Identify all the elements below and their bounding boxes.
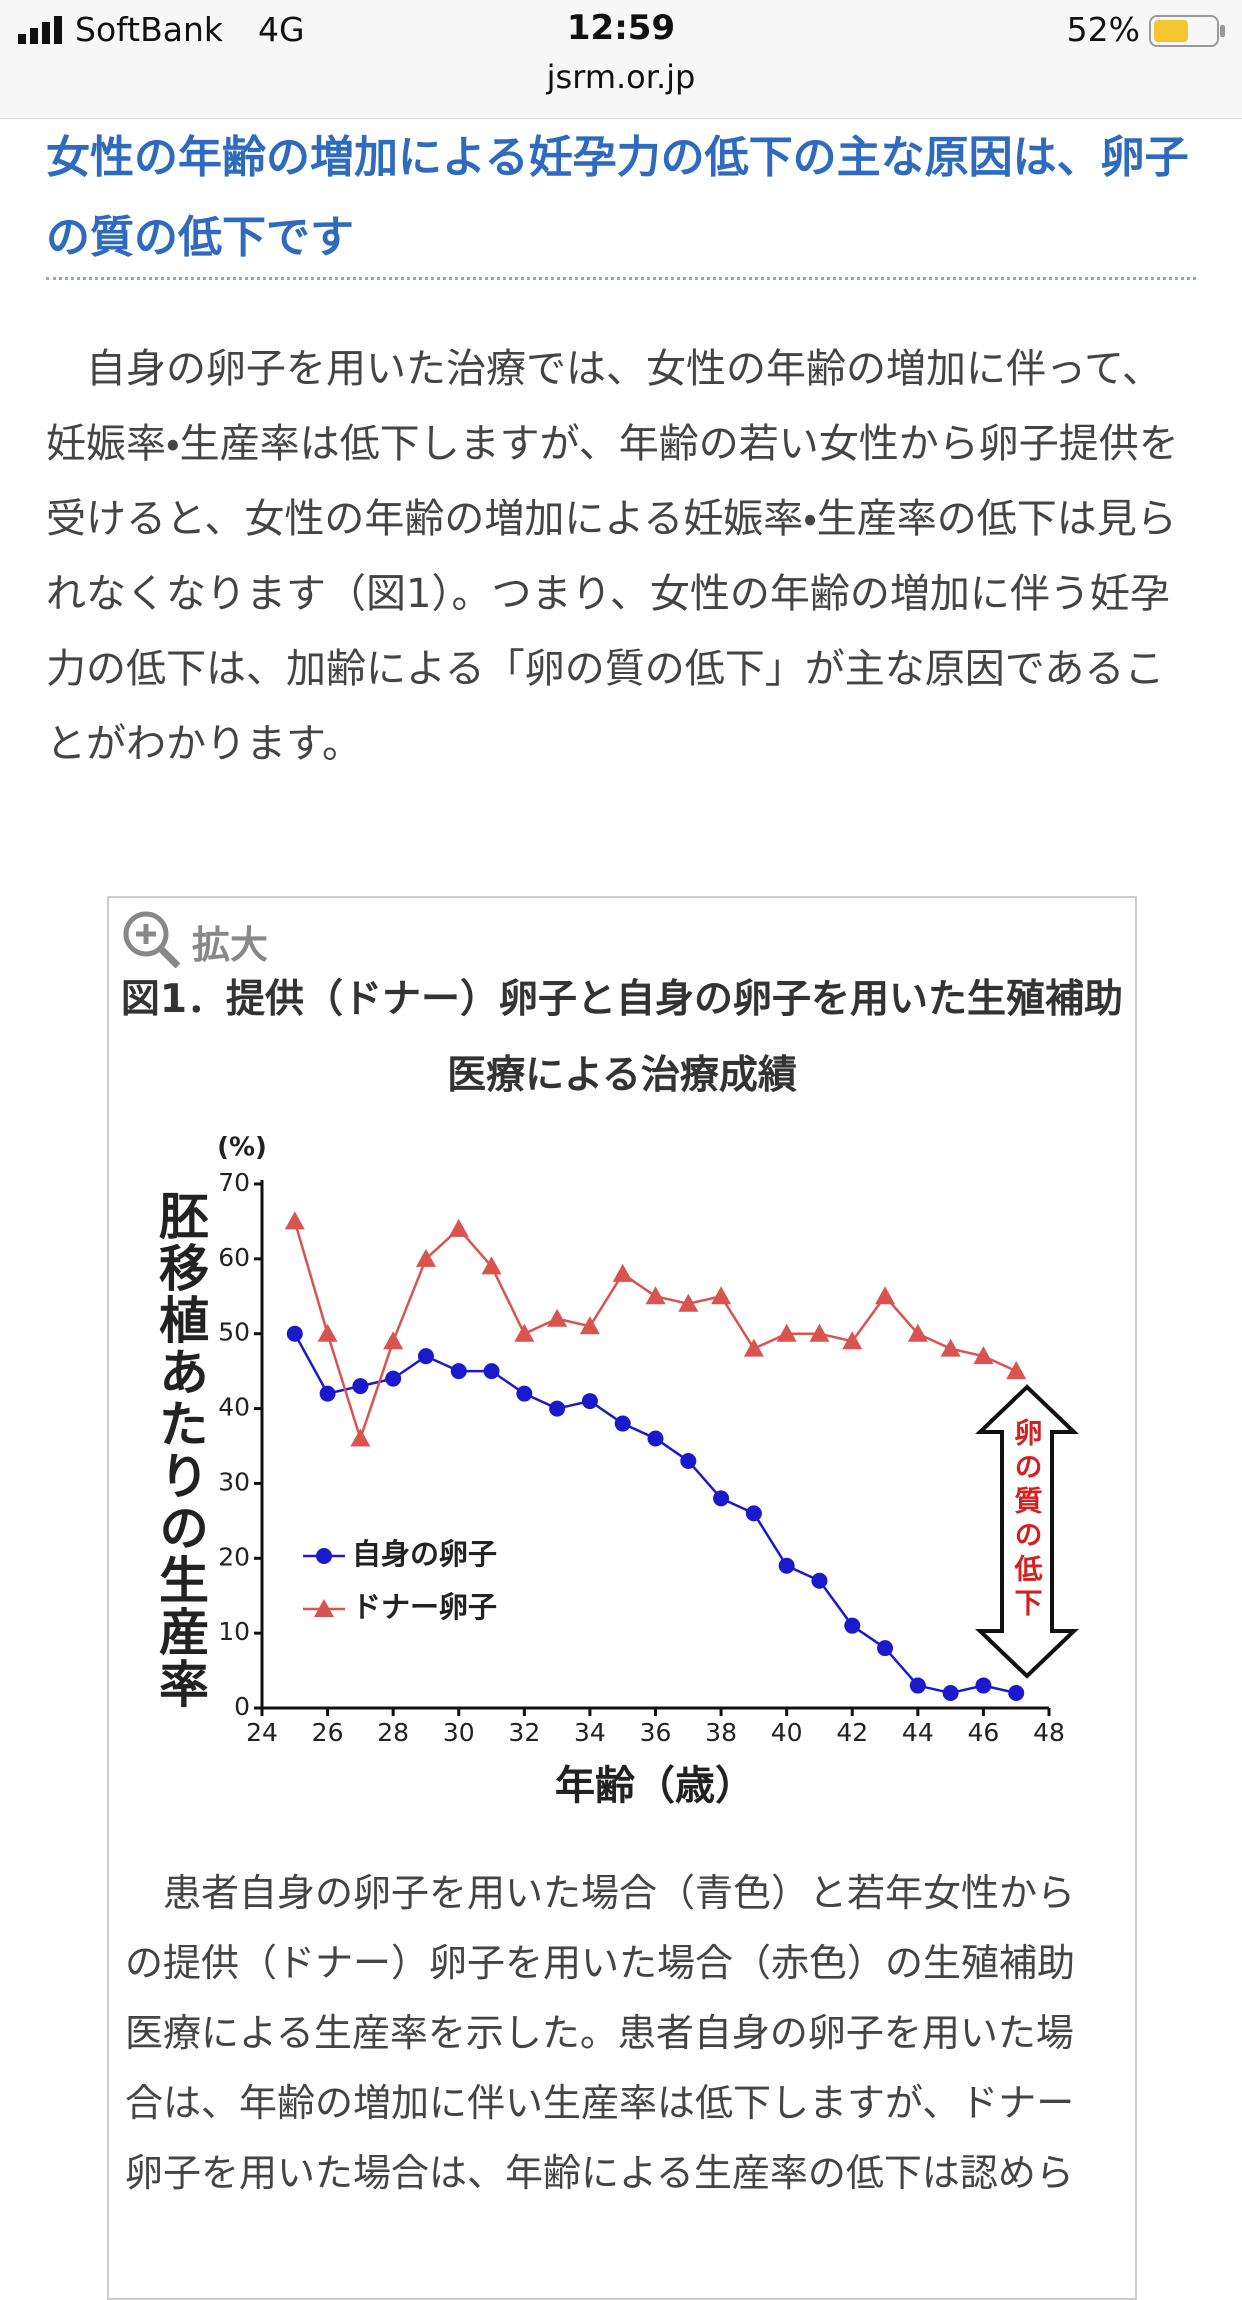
x-tick-label: 44 (902, 1718, 934, 1747)
x-tick-label: 38 (705, 1718, 737, 1747)
battery-percent: 52% (1066, 10, 1140, 49)
figure-caption: 患者自身の卵子を用いた場合（青色）と若年女性からの提供（ドナー）卵子を用いた場合… (125, 1871, 1076, 2195)
data-point (383, 1331, 404, 1350)
series-line (293, 1333, 1017, 1695)
figure-title: 図1．提供（ドナー）卵子と自身の卵子を用いた生殖補助医療による治療成績 (120, 977, 1124, 1098)
data-point (350, 1428, 371, 1447)
data-point (579, 1316, 600, 1335)
annotation-arrow (975, 1384, 1079, 1679)
legend-marker (316, 1548, 332, 1564)
x-tick-label: 30 (443, 1718, 475, 1747)
data-point (809, 1323, 830, 1342)
y-tick-label: 40 (218, 1393, 250, 1422)
carrier: SoftBank (75, 10, 224, 49)
data-point (647, 1430, 664, 1447)
series-line (293, 1221, 1017, 1443)
data-point (907, 1323, 928, 1342)
x-tick-label: 24 (246, 1718, 278, 1747)
x-axis-label: 年齢（歳） (555, 1763, 755, 1809)
y-tick-label: 50 (218, 1318, 250, 1347)
y-unit: (%) (217, 1133, 267, 1163)
annotation: 卵の質の低下 (1011, 1418, 1044, 1622)
url[interactable]: jsrm.or.jp (546, 58, 696, 96)
x-tick-label: 34 (574, 1718, 606, 1747)
x-tick-label: 48 (1033, 1718, 1065, 1747)
data-point (875, 1286, 896, 1305)
y-axis-label: 胚移植あたりの生産率 (151, 1190, 209, 1710)
data-point (581, 1393, 598, 1410)
data-point (547, 1308, 568, 1327)
y-tick-label: 10 (218, 1617, 250, 1646)
data-point (516, 1385, 533, 1402)
data-point (514, 1323, 535, 1342)
data-point (450, 1363, 467, 1380)
x-tick-label: 46 (968, 1718, 1000, 1747)
data-point (448, 1218, 469, 1237)
data-point (778, 1557, 795, 1574)
data-point (385, 1370, 402, 1387)
zoom-button[interactable]: 拡大 (120, 908, 268, 969)
y-tick-label: 20 (218, 1542, 250, 1571)
data-point (713, 1490, 730, 1507)
data-point (645, 1286, 666, 1305)
data-point (811, 1572, 828, 1589)
y-tick-label: 0 (234, 1692, 250, 1721)
legend-label: ドナー卵子 (352, 1590, 497, 1624)
signal-icon (18, 16, 62, 44)
data-point (1008, 1685, 1025, 1702)
legend-label: 自身の卵子 (352, 1537, 497, 1571)
zoom-icon (123, 911, 181, 969)
x-tick-label: 40 (771, 1718, 803, 1747)
y-tick-label: 60 (218, 1243, 250, 1272)
x-tick-label: 42 (836, 1718, 868, 1747)
data-point (973, 1346, 994, 1365)
data-point (711, 1286, 732, 1305)
clock: 12:59 (566, 8, 676, 48)
x-tick-label: 26 (312, 1718, 344, 1747)
data-point (614, 1415, 631, 1432)
status-bar: SoftBank 4G 12:59 jsrm.or.jp 52% (0, 0, 1242, 119)
data-point (1006, 1361, 1027, 1380)
battery-icon (1149, 15, 1225, 47)
data-point (483, 1363, 500, 1380)
data-point (743, 1338, 764, 1357)
data-point (909, 1677, 926, 1694)
data-point (745, 1505, 762, 1522)
data-point (680, 1452, 697, 1469)
data-point (678, 1293, 699, 1312)
paragraph: 自身の卵子を用いた治療では、女性の年齢の増加に伴って、妊娠率・生産率は低下します… (46, 346, 1179, 767)
x-tick-label: 36 (640, 1718, 672, 1747)
data-point (286, 1325, 303, 1342)
divider (46, 277, 1196, 280)
data-point (612, 1263, 633, 1282)
data-point (284, 1211, 305, 1230)
data-point (549, 1400, 566, 1417)
network: 4G (258, 10, 305, 49)
data-point (975, 1677, 992, 1694)
data-point (940, 1338, 961, 1357)
y-tick-label: 30 (218, 1467, 250, 1496)
data-point (352, 1378, 369, 1395)
data-point (942, 1685, 959, 1702)
data-point (317, 1323, 338, 1342)
data-point (417, 1348, 434, 1365)
x-tick-label: 32 (508, 1718, 540, 1747)
chart: 胚移植あたりの生産率 (%) 年齢（歳） 卵の質の低下 0 10 20 30 40 50 6… (151, 1133, 1079, 1809)
data-point (877, 1640, 894, 1657)
data-point (842, 1331, 863, 1350)
y-tick-label: 70 (218, 1168, 250, 1197)
data-point (415, 1248, 436, 1267)
data-point (844, 1617, 861, 1634)
legend-marker (314, 1599, 334, 1617)
page-heading: 女性の年齢の増加による妊孕力の低下の主な原因は、卵子の質の低下です (46, 132, 1189, 263)
data-point (481, 1256, 502, 1275)
zoom-label[interactable]: 拡大 (192, 923, 269, 967)
x-tick-label: 28 (377, 1718, 409, 1747)
data-point (776, 1323, 797, 1342)
data-point (319, 1385, 336, 1402)
